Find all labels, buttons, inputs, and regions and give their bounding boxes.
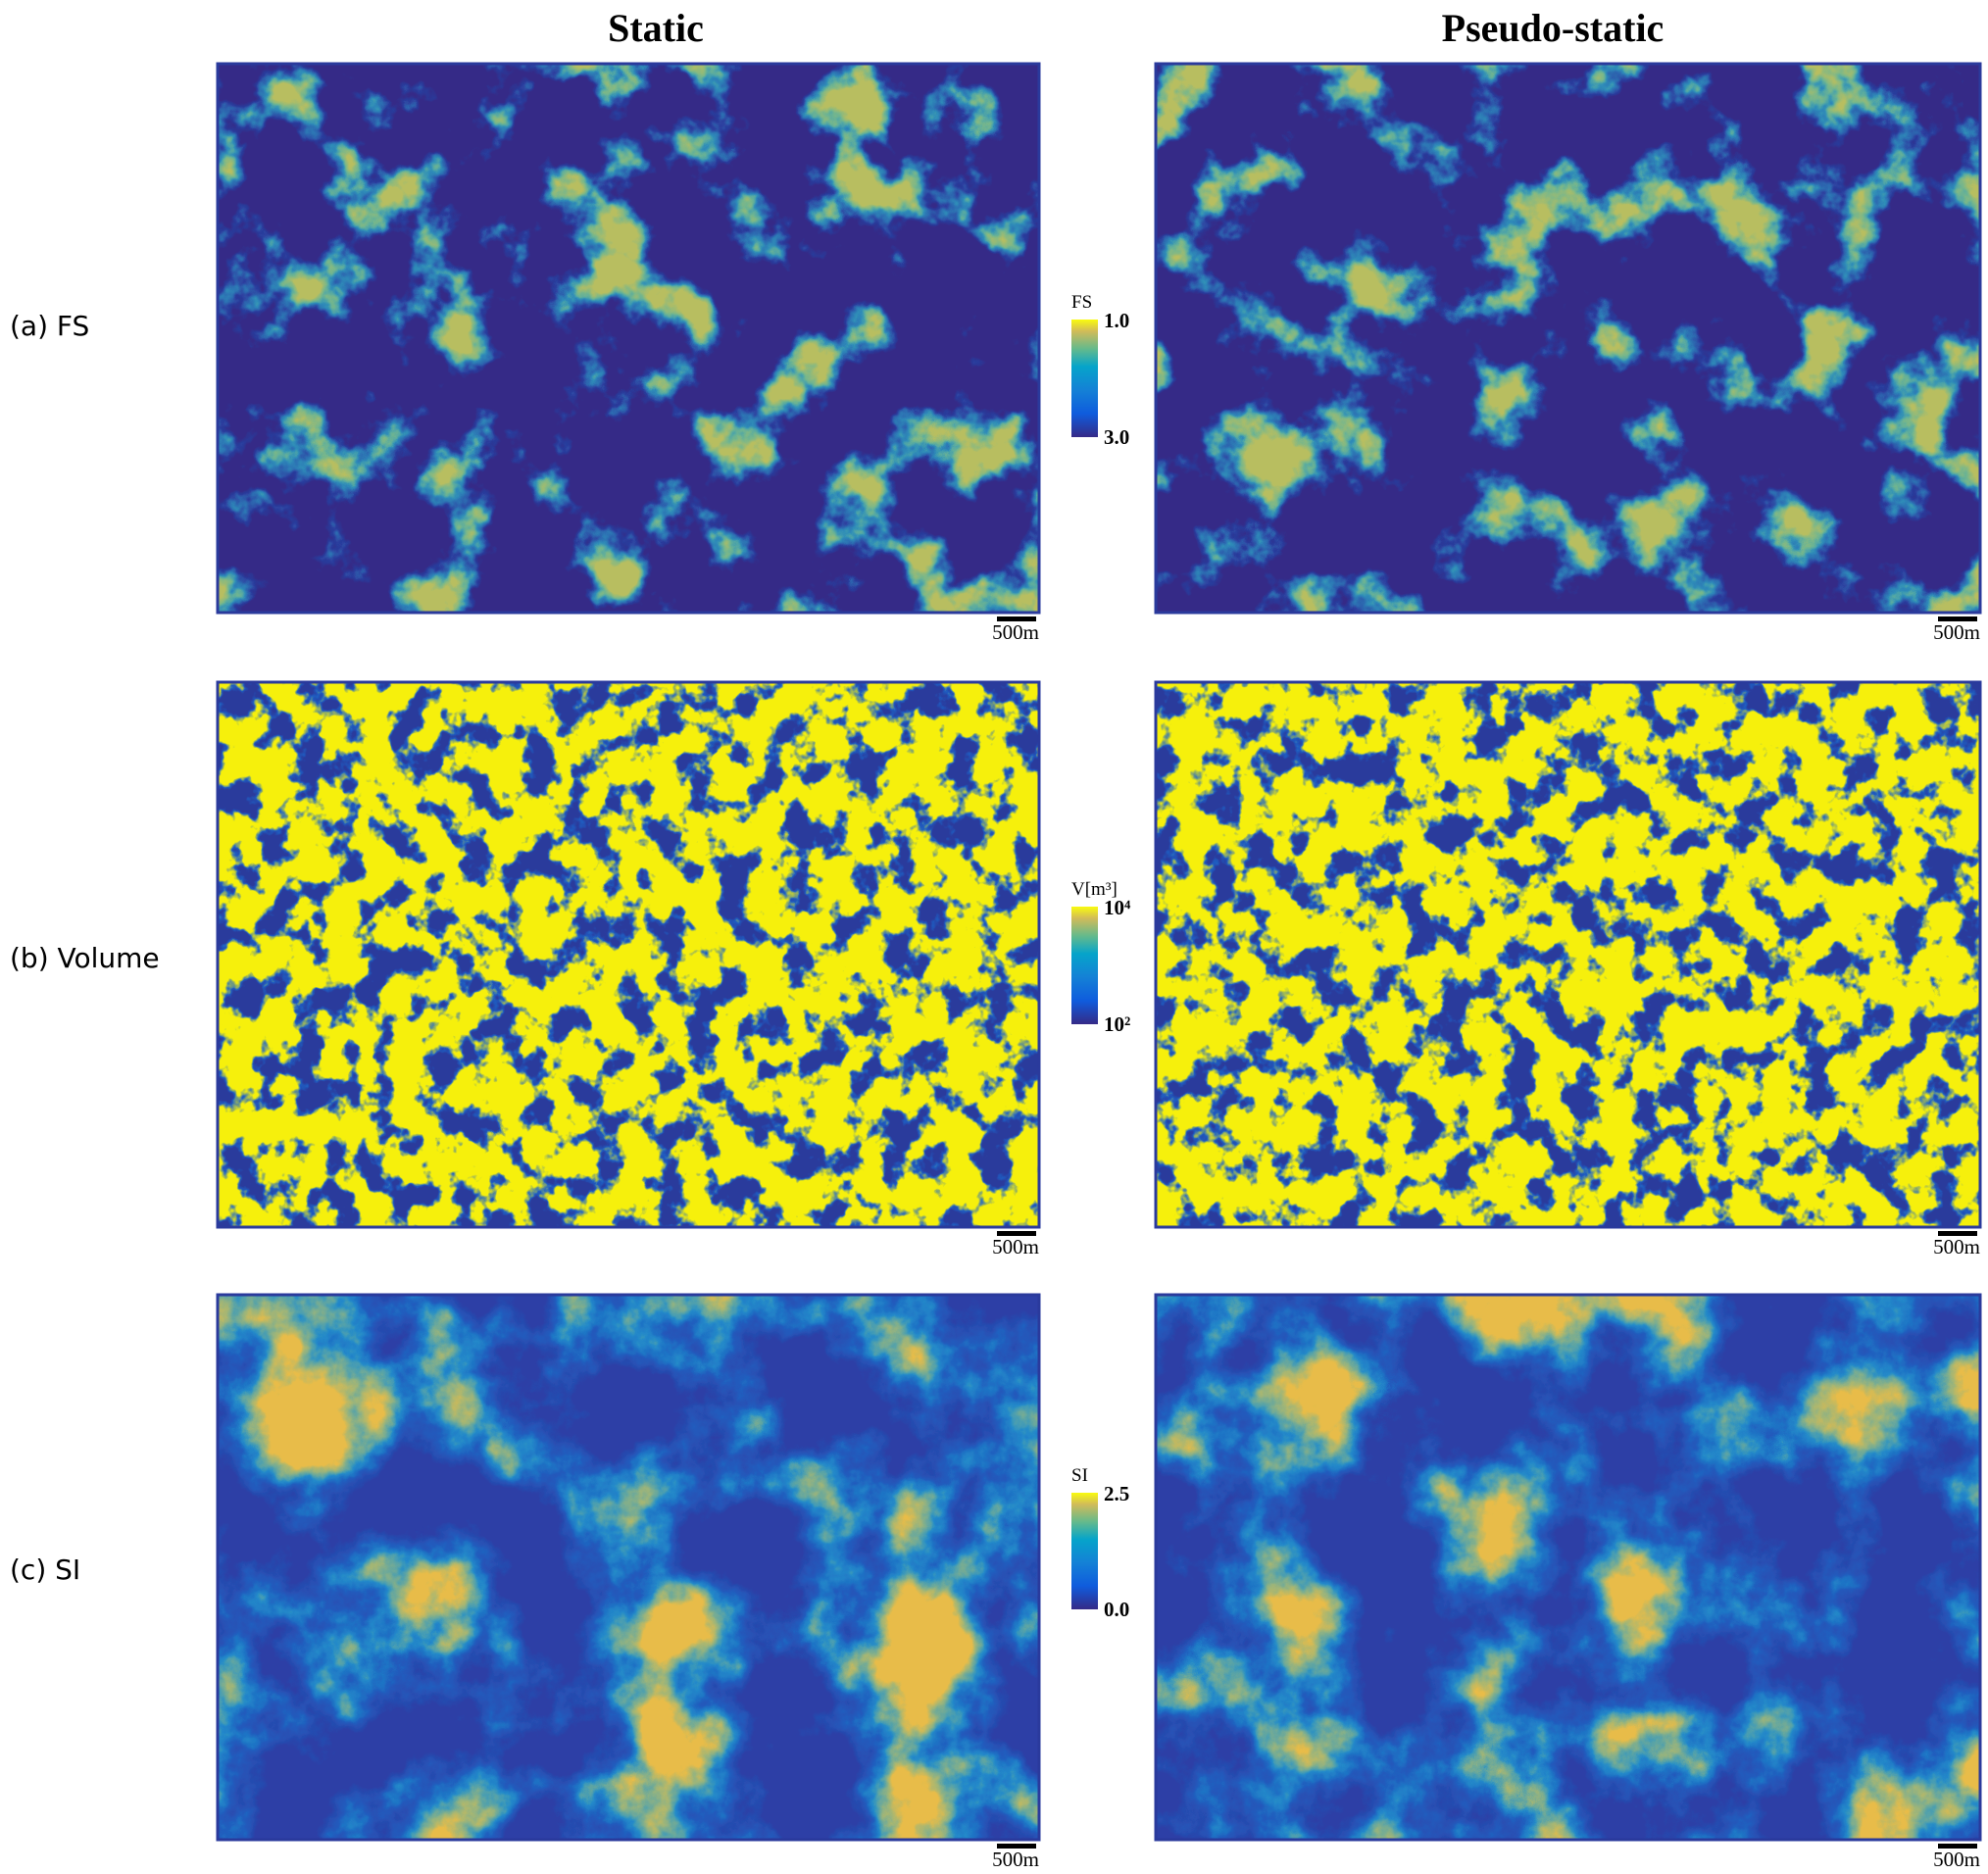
map-panel — [216, 1293, 1041, 1842]
scale-bar — [997, 1231, 1036, 1236]
map-texture — [218, 1295, 1039, 1840]
map-texture — [218, 682, 1039, 1227]
scale-label: 500m — [992, 620, 1039, 644]
map-panel — [216, 680, 1041, 1229]
row-label: (b) Volume — [10, 942, 160, 974]
scale-label: 500m — [1933, 620, 1980, 644]
scale-bar — [1938, 1844, 1977, 1849]
scale-label: 500m — [992, 1848, 1039, 1871]
column-title: Static — [608, 6, 704, 50]
scale-label: 500m — [1933, 1235, 1980, 1258]
map-texture — [1156, 64, 1980, 613]
map-panel — [1154, 1293, 1982, 1842]
row-label: (a) FS — [10, 310, 89, 342]
colorbar-bottom-label: 3.0 — [1104, 425, 1129, 449]
map-frame — [216, 1293, 1041, 1842]
column-title: Pseudo-static — [1442, 6, 1665, 50]
scale-label: 500m — [992, 1235, 1039, 1258]
map-frame — [1154, 680, 1982, 1229]
colorbar-top-label: 1.0 — [1104, 309, 1129, 332]
map-panel — [216, 62, 1041, 615]
map-panel — [1154, 680, 1982, 1229]
map-frame — [1154, 62, 1982, 615]
colorbar — [1071, 1493, 1098, 1609]
map-frame — [216, 680, 1041, 1229]
map-frame — [1154, 1293, 1982, 1842]
colorbar-title: FS — [1071, 292, 1092, 313]
scale-bar — [1938, 1231, 1977, 1236]
map-panel — [1154, 62, 1982, 615]
map-texture — [218, 64, 1039, 613]
map-texture — [1156, 1295, 1980, 1840]
colorbar-bottom-label: 10² — [1104, 1012, 1130, 1036]
colorbar-title: V[m³] — [1071, 879, 1118, 900]
map-frame — [216, 62, 1041, 615]
colorbar-top-label: 2.5 — [1104, 1482, 1129, 1505]
colorbar-top-label: 10⁴ — [1104, 896, 1131, 919]
map-texture — [1156, 682, 1980, 1227]
scale-bar — [1938, 616, 1977, 621]
scale-label: 500m — [1933, 1848, 1980, 1871]
scale-bar — [997, 1844, 1036, 1849]
scale-bar — [997, 616, 1036, 621]
colorbar — [1071, 320, 1098, 437]
colorbar — [1071, 907, 1098, 1024]
colorbar-title: SI — [1071, 1465, 1088, 1486]
row-label: (c) SI — [10, 1553, 80, 1586]
colorbar-bottom-label: 0.0 — [1104, 1598, 1129, 1621]
